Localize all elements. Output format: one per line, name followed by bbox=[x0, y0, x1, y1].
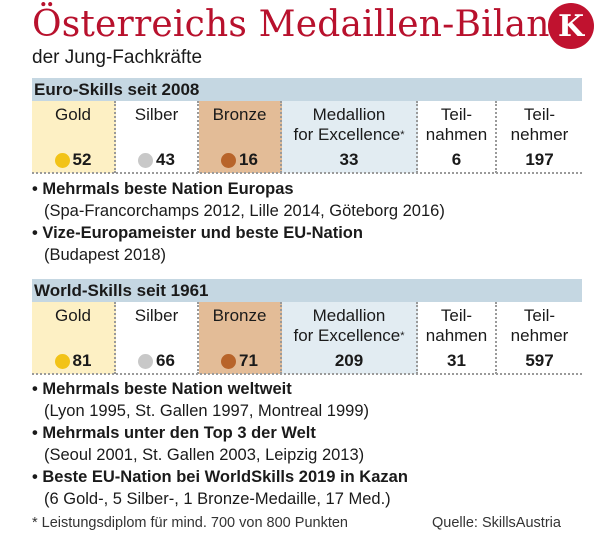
world-note-detail: (Seoul 2001, St. Gallen 2003, Leipzig 20… bbox=[44, 446, 365, 464]
world-note-detail: (6 Gold-, 5 Silber-, 1 Bronze-Medaille, … bbox=[44, 490, 391, 508]
euro-note-heading: • Mehrmals beste Nation Europas bbox=[32, 180, 294, 198]
silver-column-header: Silber bbox=[134, 105, 179, 124]
euro-silver-value: 43 bbox=[156, 150, 175, 169]
euro-participants-cell: Teil-nehmer 197 bbox=[497, 101, 582, 173]
gold-medal-icon bbox=[54, 152, 70, 168]
world-participations-cell: Teil-nahmen 31 bbox=[418, 302, 497, 374]
excellence-column-header: Medallion for Excellence* bbox=[293, 306, 405, 345]
euro-note-detail: (Spa-Francorchamps 2012, Lille 2014, Göt… bbox=[44, 202, 445, 220]
participants-column-header: Teil-nehmer bbox=[510, 306, 569, 345]
euro-participations-cell: Teil-nahmen 6 bbox=[418, 101, 497, 173]
euro-participants-value: 197 bbox=[525, 150, 554, 169]
euro-excellence-value: 33 bbox=[339, 150, 359, 169]
page-title: Österreichs Medaillen-Bilanz bbox=[32, 4, 569, 45]
euro-table-divider bbox=[32, 172, 582, 174]
world-note-heading: • Mehrmals unter den Top 3 der Welt bbox=[32, 424, 316, 442]
world-participations-value: 31 bbox=[447, 351, 466, 370]
participations-column-header: Teil-nahmen bbox=[425, 306, 488, 345]
world-notes: • Mehrmals beste Nation weltweit (Lyon 1… bbox=[32, 378, 592, 510]
silver-column-header: Silber bbox=[134, 306, 179, 325]
world-bronze-value: 71 bbox=[239, 351, 258, 370]
silver-medal-icon bbox=[138, 152, 154, 168]
euro-silver-cell: Silber 43 bbox=[116, 101, 199, 173]
world-gold-value: 81 bbox=[72, 351, 92, 370]
world-participants-value: 597 bbox=[525, 351, 554, 370]
world-silver-value: 66 bbox=[156, 351, 175, 370]
footnote: * Leistungsdiplom für mind. 700 von 800 … bbox=[32, 515, 348, 531]
gold-column-header: Gold bbox=[55, 306, 91, 325]
gold-column-header: Gold bbox=[55, 105, 91, 124]
euro-section-heading: Euro-Skills seit 2008 bbox=[32, 78, 582, 101]
world-note-detail: (Lyon 1995, St. Gallen 1997, Montreal 19… bbox=[44, 402, 370, 420]
bronze-column-header: Bronze bbox=[212, 105, 267, 124]
euro-participations-value: 6 bbox=[451, 150, 462, 169]
world-table-divider bbox=[32, 373, 582, 375]
participations-column-header: Teil-nahmen bbox=[425, 105, 488, 144]
source-credit: Quelle: SkillsAustria bbox=[432, 515, 561, 531]
world-silver-cell: Silber 66 bbox=[116, 302, 199, 374]
world-gold-cell: Gold 81 bbox=[32, 302, 116, 374]
bronze-medal-icon bbox=[221, 353, 237, 369]
euro-note-detail: (Budapest 2018) bbox=[44, 246, 167, 264]
bronze-medal-icon bbox=[221, 152, 237, 168]
page-subtitle: der Jung-Fachkräfte bbox=[32, 47, 203, 68]
world-participants-cell: Teil-nehmer 597 bbox=[497, 302, 582, 374]
bronze-column-header: Bronze bbox=[212, 306, 267, 325]
world-note-heading: • Mehrmals beste Nation weltweit bbox=[32, 380, 292, 398]
gold-medal-icon bbox=[54, 353, 70, 369]
euro-notes: • Mehrmals beste Nation Europas (Spa-Fra… bbox=[32, 178, 592, 266]
world-section-heading: World-Skills seit 1961 bbox=[32, 279, 582, 302]
world-note-heading: • Beste EU-Nation bei WorldSkills 2019 i… bbox=[32, 468, 408, 486]
publisher-logo: K bbox=[548, 3, 594, 49]
excellence-column-header: Medallion for Excellence* bbox=[293, 105, 405, 144]
euro-excellence-cell: Medallion for Excellence* 33 bbox=[282, 101, 418, 173]
euro-gold-value: 52 bbox=[72, 150, 92, 169]
euro-medal-table: Gold 52 Silber 43 Bronze 16 Medallion for… bbox=[32, 101, 582, 173]
euro-bronze-cell: Bronze 16 bbox=[199, 101, 282, 173]
euro-gold-cell: Gold 52 bbox=[32, 101, 116, 173]
silver-medal-icon bbox=[138, 353, 154, 369]
world-bronze-cell: Bronze 71 bbox=[199, 302, 282, 374]
euro-bronze-value: 16 bbox=[239, 150, 258, 169]
world-excellence-cell: Medallion for Excellence* 209 bbox=[282, 302, 418, 374]
world-excellence-value: 209 bbox=[334, 351, 364, 370]
world-medal-table: Gold 81 Silber 66 Bronze 71 Medallion for… bbox=[32, 302, 582, 374]
participants-column-header: Teil-nehmer bbox=[510, 105, 569, 144]
euro-note-heading: • Vize-Europameister und beste EU-Nation bbox=[32, 224, 363, 242]
